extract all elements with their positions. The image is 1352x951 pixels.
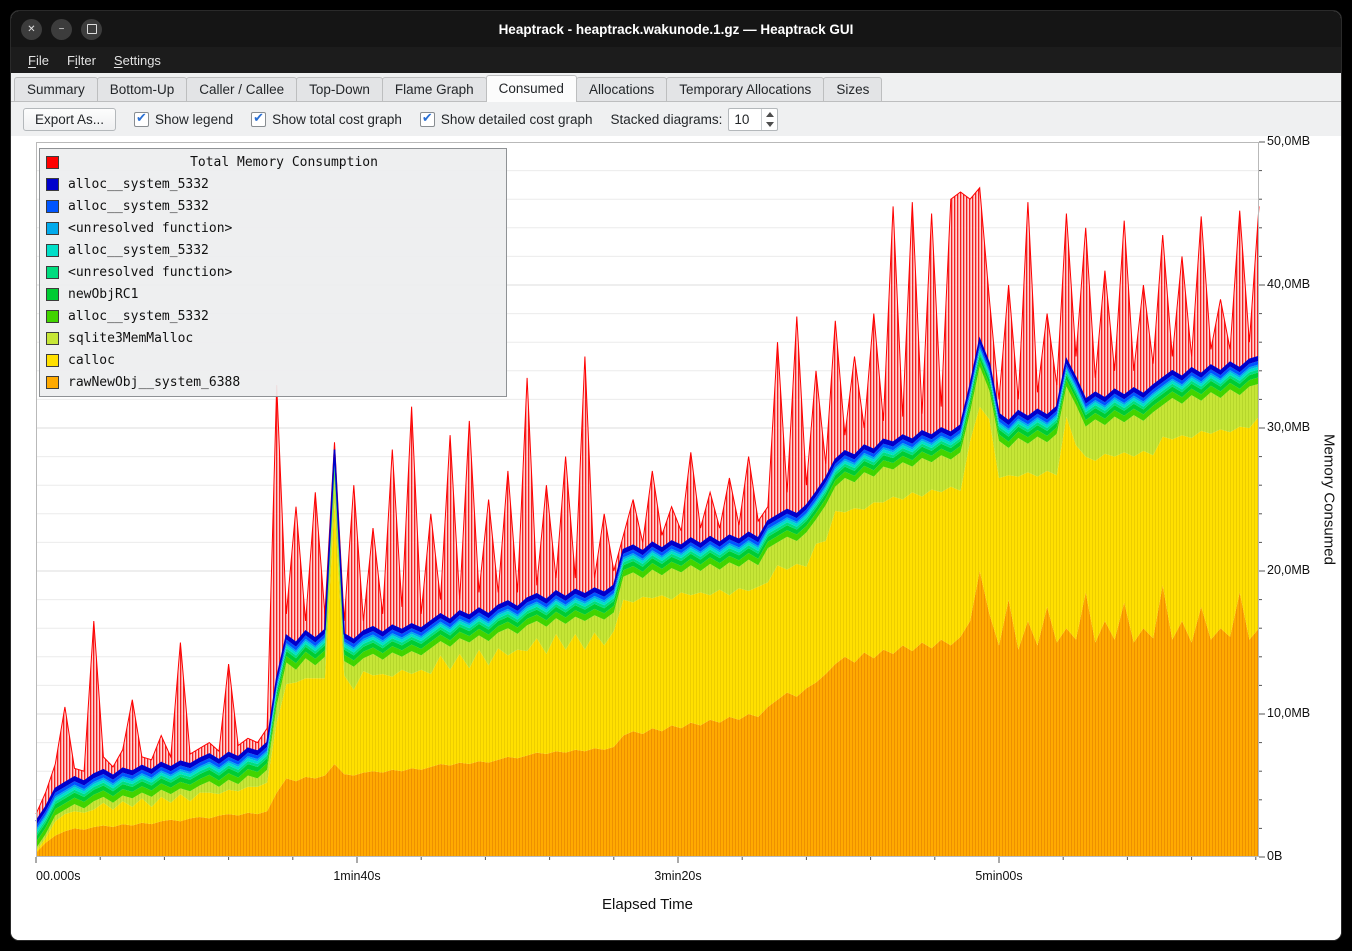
legend-title-swatch bbox=[46, 155, 59, 169]
legend-label: <unresolved function> bbox=[68, 220, 233, 236]
total-cost-line bbox=[35, 186, 1260, 815]
tab-summary[interactable]: Summary bbox=[14, 77, 98, 101]
menu-file[interactable]: File bbox=[28, 52, 49, 68]
y-tick-label: 20,0MB bbox=[1267, 563, 1311, 577]
legend-row: alloc__system_5332 bbox=[40, 305, 506, 327]
show-legend-checkbox[interactable]: Show legend bbox=[134, 110, 234, 127]
stacked-areas bbox=[35, 186, 1260, 857]
legend-swatch bbox=[46, 221, 59, 235]
legend-row: <unresolved function> bbox=[40, 217, 506, 239]
legend-row: <unresolved function> bbox=[40, 261, 506, 283]
area-calloc bbox=[36, 406, 1259, 853]
legend-label: calloc bbox=[68, 352, 115, 368]
checkbox-icon[interactable] bbox=[134, 110, 150, 127]
spinbox-value[interactable]: 10 bbox=[734, 111, 750, 127]
axis-ticks bbox=[35, 141, 1265, 863]
legend-label: sqlite3MemMalloc bbox=[68, 330, 194, 346]
tab-sizes[interactable]: Sizes bbox=[823, 77, 883, 101]
checkbox-icon[interactable] bbox=[419, 110, 435, 127]
y-axis-title: Memory Consumed bbox=[1320, 434, 1338, 565]
x-axis-labels: 00.000s 1min40s 3min20s 5min00s bbox=[11, 869, 1341, 887]
legend-rows: alloc__system_5332 alloc__system_5332 <unr… bbox=[40, 173, 506, 393]
legend-row: alloc__system_5332 bbox=[40, 239, 506, 261]
legend-swatch bbox=[46, 287, 59, 301]
spinbox-buttons bbox=[761, 108, 777, 130]
legend-swatch bbox=[46, 353, 59, 367]
show-total-cost-checkbox[interactable]: Show total cost graph bbox=[251, 110, 402, 127]
legend-label: <unresolved function> bbox=[68, 264, 233, 280]
legend-row: newObjRC1 bbox=[40, 283, 506, 305]
x-axis-title: Elapsed Time bbox=[602, 896, 693, 913]
y-tick-label: 30,0MB bbox=[1267, 420, 1311, 434]
x-tick-label: 1min40s bbox=[333, 869, 381, 883]
window-title: Heaptrack - heaptrack.wakunode.1.gz — He… bbox=[498, 21, 854, 37]
legend-label: alloc__system_5332 bbox=[68, 242, 209, 258]
legend-row: alloc__system_5332 bbox=[40, 173, 506, 195]
checkbox-label: Show detailed cost graph bbox=[440, 111, 593, 127]
legend-label: alloc__system_5332 bbox=[68, 176, 209, 192]
legend-swatch bbox=[46, 265, 59, 279]
window-controls: ✕ − bbox=[21, 11, 102, 47]
legend-row: calloc bbox=[40, 349, 506, 371]
legend-swatch bbox=[46, 309, 59, 323]
tab-temporary-allocations[interactable]: Temporary Allocations bbox=[666, 77, 825, 101]
tab-allocations[interactable]: Allocations bbox=[575, 77, 668, 101]
tab-bottom-up[interactable]: Bottom-Up bbox=[96, 77, 188, 101]
x-tick-label: 00.000s bbox=[36, 869, 81, 883]
area-total-memory-consumption bbox=[36, 187, 1259, 822]
legend-label: alloc__system_5332 bbox=[68, 198, 209, 214]
x-tick-label: 5min00s bbox=[975, 869, 1023, 883]
tab-top-down[interactable]: Top-Down bbox=[296, 77, 383, 101]
checkbox-label: Show total cost graph bbox=[272, 111, 402, 127]
spinbox-up-arrow-icon[interactable] bbox=[762, 109, 777, 120]
menu-bar: File Filter Settings bbox=[11, 47, 1341, 73]
toolbar: Export As... Show legend Show total cost… bbox=[11, 102, 1341, 136]
legend-swatch bbox=[46, 177, 59, 191]
minimize-button[interactable]: − bbox=[51, 18, 72, 40]
legend-row: sqlite3MemMalloc bbox=[40, 327, 506, 349]
menu-settings[interactable]: Settings bbox=[113, 52, 161, 68]
memory-chart-panel: Total Memory Consumption alloc__system_5… bbox=[11, 136, 1341, 940]
y-tick-label: 0B bbox=[1267, 849, 1283, 863]
maximize-button[interactable] bbox=[81, 18, 102, 40]
y-tick-label: 10,0MB bbox=[1267, 706, 1311, 720]
legend-swatch bbox=[46, 243, 59, 257]
plot-frame bbox=[36, 142, 1259, 857]
y-tick-label: 50,0MB bbox=[1267, 136, 1311, 148]
show-detailed-cost-checkbox[interactable]: Show detailed cost graph bbox=[419, 110, 593, 127]
chart-legend: Total Memory Consumption alloc__system_5… bbox=[39, 148, 507, 397]
legend-label: alloc__system_5332 bbox=[68, 308, 209, 324]
tab-bar: Summary Bottom-Up Caller / Callee Top-Down F… bbox=[11, 73, 1341, 102]
area-rawnewobj-system-6388 bbox=[36, 571, 1259, 857]
menu-filter[interactable]: Filter bbox=[66, 52, 96, 68]
legend-swatch bbox=[46, 199, 59, 213]
legend-label: newObjRC1 bbox=[68, 286, 139, 302]
memory-chart bbox=[35, 141, 1265, 863]
stacked-diagrams-spinbox[interactable]: 10 bbox=[728, 107, 779, 131]
legend-label: rawNewObj__system_6388 bbox=[68, 374, 241, 390]
stacked-diagrams-label: Stacked diagrams: bbox=[610, 111, 723, 127]
x-tick-label: 3min20s bbox=[654, 869, 702, 883]
legend-swatch bbox=[46, 375, 59, 389]
tab-flame-graph[interactable]: Flame Graph bbox=[381, 77, 487, 101]
stack-top-line bbox=[35, 336, 1260, 822]
legend-swatch bbox=[46, 331, 59, 345]
stacked-diagrams-control: Stacked diagrams: 10 bbox=[610, 107, 779, 131]
tab-caller-callee[interactable]: Caller / Callee bbox=[186, 77, 298, 101]
legend-row: alloc__system_5332 bbox=[40, 195, 506, 217]
app-window: ✕ − Heaptrack - heaptrack.wakunode.1.gz —… bbox=[10, 10, 1342, 941]
checkbox-label: Show legend bbox=[155, 111, 234, 127]
close-button[interactable]: ✕ bbox=[21, 18, 42, 40]
legend-title: Total Memory Consumption bbox=[190, 154, 378, 170]
export-as-button[interactable]: Export As... bbox=[23, 107, 117, 131]
y-axis-labels: 0B 10,0MB 20,0MB 30,0MB 40,0MB 50,0MB bbox=[1267, 136, 1339, 863]
tab-consumed[interactable]: Consumed bbox=[485, 75, 577, 102]
titlebar[interactable]: ✕ − Heaptrack - heaptrack.wakunode.1.gz —… bbox=[11, 11, 1341, 47]
y-tick-label: 40,0MB bbox=[1267, 277, 1311, 291]
legend-row: rawNewObj__system_6388 bbox=[40, 371, 506, 393]
checkbox-icon[interactable] bbox=[251, 110, 267, 127]
spinbox-down-arrow-icon[interactable] bbox=[762, 119, 777, 130]
legend-title-row: Total Memory Consumption bbox=[40, 151, 506, 173]
